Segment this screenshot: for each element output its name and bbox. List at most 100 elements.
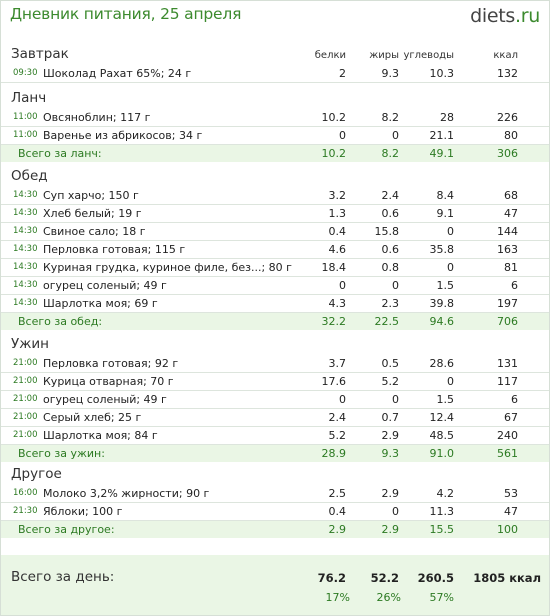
food-carbs: 12.4: [429, 411, 455, 424]
food-time: 09:30: [13, 68, 38, 78]
food-time: 21:00: [13, 358, 38, 368]
meal-section: Завтрак белки жиры углеводы ккал 09:30 Шоколад…: [1, 44, 549, 83]
food-carbs: 11.3: [429, 505, 455, 518]
meal-header: Обед: [1, 166, 549, 187]
logo-dot: .: [514, 5, 521, 27]
meal-total-label: Всего за ужин:: [18, 447, 105, 460]
food-name[interactable]: Курица отварная; 70 г: [43, 375, 174, 388]
food-row[interactable]: 14:30 Перловка готовая; 115 г 4.6 0.6 35.8 16…: [1, 241, 549, 259]
food-row[interactable]: 21:00 Серый хлеб; 25 г 2.4 0.7 12.4 67: [1, 409, 549, 427]
food-name[interactable]: Шарлотка моя; 84 г: [43, 429, 158, 442]
food-fat: 9.3: [381, 67, 400, 80]
meal-total-carbs: 91.0: [429, 447, 455, 460]
food-fat: 0: [392, 279, 399, 292]
food-fat: 0.5: [381, 357, 400, 370]
food-protein: 3.7: [328, 357, 347, 370]
food-name[interactable]: Хлеб белый; 19 г: [43, 207, 142, 220]
food-kcal: 68: [504, 189, 518, 202]
col-head-fat: жиры: [369, 50, 399, 61]
food-row[interactable]: 21:00 Перловка готовая; 92 г 3.7 0.5 28.6 131: [1, 355, 549, 373]
food-carbs: 1.5: [436, 279, 455, 292]
meal-total-row: Всего за ужин: 28.9 9.3 91.0 561: [1, 445, 549, 462]
food-time: 14:30: [13, 226, 38, 236]
food-row[interactable]: 11:00 Овсяноблин; 117 г 10.2 8.2 28 226: [1, 109, 549, 127]
food-carbs: 21.1: [429, 129, 455, 142]
food-protein: 10.2: [321, 111, 347, 124]
food-protein: 4.6: [328, 243, 347, 256]
food-carbs: 39.8: [429, 297, 455, 310]
food-row[interactable]: 21:30 Яблоки; 100 г 0.4 0 11.3 47: [1, 503, 549, 521]
food-name[interactable]: Серый хлеб; 25 г: [43, 411, 142, 424]
food-row[interactable]: 14:30 Куриная грудка, куриное филе, без..…: [1, 259, 549, 277]
food-row[interactable]: 14:30 Свиное сало; 18 г 0.4 15.8 0 144: [1, 223, 549, 241]
food-name[interactable]: Суп харчо; 150 г: [43, 189, 139, 202]
meal-total-fat: 9.3: [381, 447, 400, 460]
meal-total-fat: 2.9: [381, 523, 400, 536]
food-name[interactable]: Шарлотка моя; 69 г: [43, 297, 158, 310]
day-total-protein-pct: 17%: [325, 591, 350, 604]
food-kcal: 6: [511, 279, 518, 292]
food-carbs: 9.1: [436, 207, 455, 220]
meal-total-label: Всего за другое:: [18, 523, 115, 536]
logo-main: diets: [470, 5, 515, 27]
food-name[interactable]: Перловка готовая; 92 г: [43, 357, 179, 370]
meal-section: Ужин 21:00 Перловка готовая; 92 г 3.7 0.5 28.…: [1, 334, 549, 462]
food-time: 11:00: [13, 130, 38, 140]
food-protein: 0: [339, 129, 346, 142]
food-row[interactable]: 16:00 Молоко 3,2% жирности; 90 г 2.5 2.9 4.2…: [1, 485, 549, 503]
food-row[interactable]: 21:00 огурец соленый; 49 г 0 0 1.5 6: [1, 391, 549, 409]
food-time: 14:30: [13, 190, 38, 200]
food-kcal: 131: [497, 357, 518, 370]
food-name[interactable]: Овсяноблин; 117 г: [43, 111, 151, 124]
food-fat: 0: [392, 393, 399, 406]
food-name[interactable]: Молоко 3,2% жирности; 90 г: [43, 487, 210, 500]
food-row[interactable]: 14:30 Шарлотка моя; 69 г 4.3 2.3 39.8 197: [1, 295, 549, 313]
food-fat: 2.9: [381, 429, 400, 442]
food-protein: 0: [339, 279, 346, 292]
food-row[interactable]: 14:30 Суп харчо; 150 г 3.2 2.4 8.4 68: [1, 187, 549, 205]
meal-total-kcal: 706: [497, 315, 518, 328]
food-row[interactable]: 21:00 Курица отварная; 70 г 17.6 5.2 0 117: [1, 373, 549, 391]
food-carbs: 4.2: [436, 487, 455, 500]
col-head-protein: белки: [314, 50, 346, 61]
meal-section: Ланч 11:00 Овсяноблин; 117 г 10.2 8.2 28 226 11…: [1, 88, 549, 162]
food-row[interactable]: 09:30 Шоколад Рахат 65%; 24 г 2 9.3 10.3 132: [1, 65, 549, 83]
food-kcal: 117: [497, 375, 518, 388]
food-name[interactable]: огурец соленый; 49 г: [43, 393, 167, 406]
food-fat: 0.6: [381, 207, 400, 220]
food-name[interactable]: Свиное сало; 18 г: [43, 225, 146, 238]
food-kcal: 47: [504, 505, 518, 518]
food-carbs: 8.4: [436, 189, 455, 202]
meal-total-kcal: 561: [497, 447, 518, 460]
food-protein: 2.4: [328, 411, 347, 424]
food-name[interactable]: огурец соленый; 49 г: [43, 279, 167, 292]
food-carbs: 10.3: [429, 67, 455, 80]
food-kcal: 197: [497, 297, 518, 310]
food-row[interactable]: 11:00 Варенье из абрикосов; 34 г 0 0 21.1 80: [1, 127, 549, 145]
food-fat: 0: [392, 505, 399, 518]
food-kcal: 226: [497, 111, 518, 124]
meal-header: Ужин: [1, 334, 549, 355]
meal-title: Другое: [11, 466, 62, 482]
food-name[interactable]: Перловка готовая; 115 г: [43, 243, 186, 256]
food-row[interactable]: 14:30 огурец соленый; 49 г 0 0 1.5 6: [1, 277, 549, 295]
food-fat: 2.9: [381, 487, 400, 500]
food-name[interactable]: Яблоки; 100 г: [43, 505, 123, 518]
food-name[interactable]: Варенье из абрикосов; 34 г: [43, 129, 203, 142]
meal-total-row: Всего за обед: 32.2 22.5 94.6 706: [1, 313, 549, 330]
food-carbs: 35.8: [429, 243, 455, 256]
site-logo[interactable]: diets.ru: [470, 5, 540, 27]
meal-total-protein: 2.9: [328, 523, 347, 536]
col-head-carbs: углеводы: [403, 50, 454, 61]
food-name[interactable]: Куриная грудка, куриное филе, без...; 80…: [43, 261, 292, 274]
food-kcal: 80: [504, 129, 518, 142]
food-name[interactable]: Шоколад Рахат 65%; 24 г: [43, 67, 192, 80]
food-protein: 17.6: [321, 375, 347, 388]
food-row[interactable]: 14:30 Хлеб белый; 19 г 1.3 0.6 9.1 47: [1, 205, 549, 223]
food-row[interactable]: 21:00 Шарлотка моя; 84 г 5.2 2.9 48.5 240: [1, 427, 549, 445]
food-time: 21:00: [13, 394, 38, 404]
day-total-label: Всего за день:: [11, 569, 115, 585]
food-time: 14:30: [13, 280, 38, 290]
food-protein: 3.2: [328, 189, 347, 202]
header: Дневник питания, 25 апреля diets.ru: [1, 1, 549, 35]
